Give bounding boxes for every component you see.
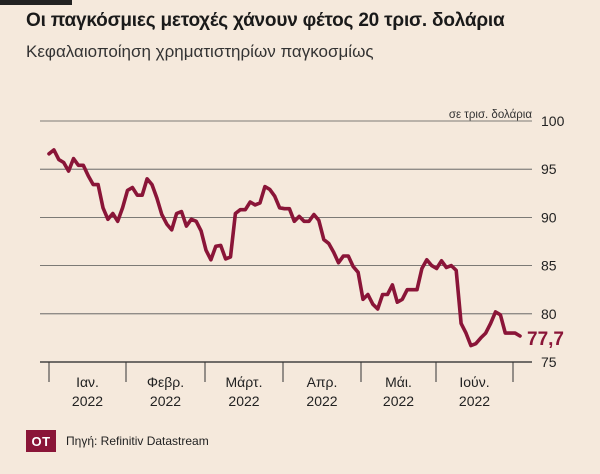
x-tick-label: Ιούν. xyxy=(459,374,489,390)
x-tick-label: 2022 xyxy=(150,393,181,409)
chart-subtitle: Κεφαλαιοποίηση χρηματιστηρίων παγκοσμίως xyxy=(26,42,374,61)
gridlines xyxy=(40,120,532,363)
y-tick-label: 85 xyxy=(541,258,557,274)
x-tick-label: Απρ. xyxy=(307,374,338,390)
header-accent-bar xyxy=(0,0,72,5)
x-tick-label: 2022 xyxy=(72,393,103,409)
x-tick-label: Μάρτ. xyxy=(226,374,263,390)
y-tick-label: 95 xyxy=(541,161,557,177)
y-tick-label: 75 xyxy=(541,354,557,370)
y-tick-label: 100 xyxy=(541,113,565,129)
x-tick-label: 2022 xyxy=(228,393,259,409)
x-tick-label: 2022 xyxy=(459,393,490,409)
y-tick-label: 90 xyxy=(541,209,557,225)
x-tick-label: 2022 xyxy=(383,393,414,409)
unit-label: σε τρισ. δολάρια xyxy=(449,109,532,121)
x-axis: Ιαν. 2022 Φεβρ. 2022 Μάρτ. 2022 Απρ. 2022 Μάι. 20… xyxy=(48,362,514,409)
source-note: Πηγή: Refinitiv Datastream xyxy=(66,434,209,448)
x-tick-label: Μάι. xyxy=(385,374,412,390)
publisher-logo: OT xyxy=(26,430,56,452)
series-line-market-cap xyxy=(47,148,522,348)
x-tick-label: Φεβρ. xyxy=(147,374,184,390)
x-tick-label: 2022 xyxy=(306,393,337,409)
x-tick-label: Ιαν. xyxy=(76,374,99,390)
footer: OT Πηγή: Refinitiv Datastream xyxy=(26,430,209,452)
y-axis-ticks: 75 80 85 90 95 100 xyxy=(541,113,565,370)
chart-title: Οι παγκόσμιες μετοχές χάνουν φέτος 20 τρ… xyxy=(26,10,505,31)
y-tick-label: 80 xyxy=(541,306,557,322)
end-value-label: 77,7 xyxy=(527,329,564,350)
